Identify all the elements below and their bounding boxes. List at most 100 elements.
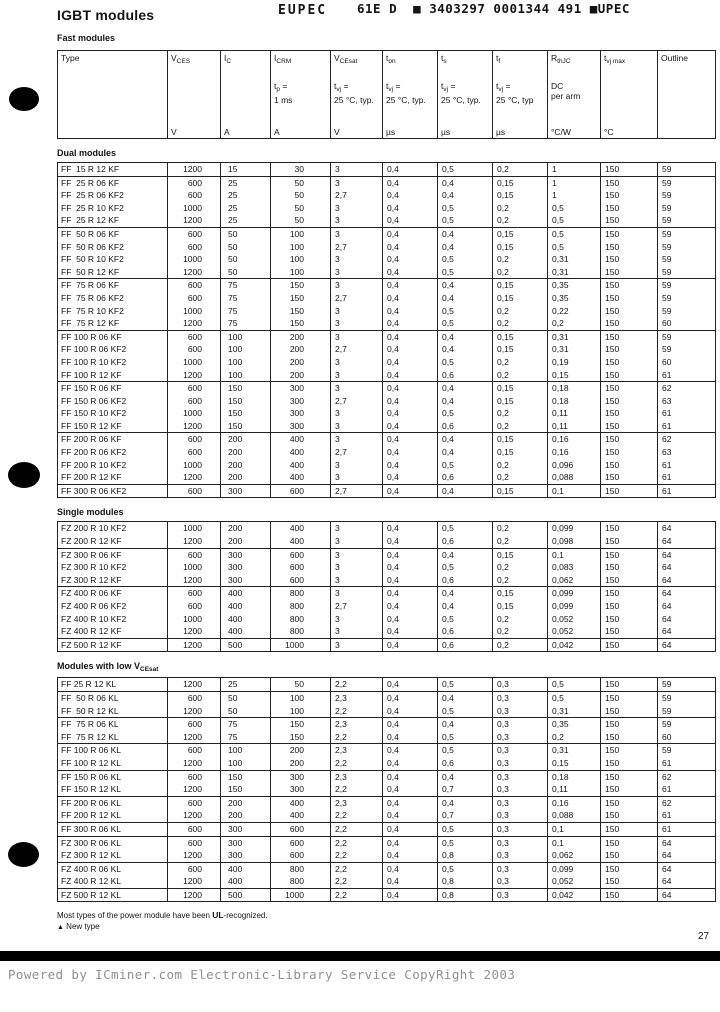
table-row: FF 100 R 06 KL 600 100 200 2,3 0,4 0,5 0,3 0,31 1… (58, 743, 716, 757)
cell-rthjc: 0,2 (547, 317, 601, 331)
cell-vces: 1200 (167, 573, 221, 587)
table-row: FF 150 R 12 KF 1200 150 300 3 0,4 0,6 0,2 0,11 15… (58, 419, 716, 433)
cell-ic: 300 (220, 484, 271, 498)
cell-outline: 64 (657, 862, 716, 876)
section-title-text: Modules with low V (57, 661, 140, 672)
condition-symbol: t (441, 81, 444, 91)
cell-icrm: 50 (270, 201, 331, 215)
cell-vces: 600 (167, 836, 221, 850)
cell-vces: 600 (167, 691, 221, 705)
cell-tf: 0,2 (492, 419, 548, 433)
cell-ts: 0,5 (437, 214, 493, 228)
cell-vcesat: 2,2 (330, 888, 383, 902)
cell-rthjc: 0,16 (547, 446, 601, 459)
cell-ic: 300 (220, 573, 271, 587)
cell-icrm: 400 (270, 471, 331, 485)
cell-outline: 59 (657, 343, 716, 356)
cell-type: FZ 300 R 06 KF (61, 549, 122, 560)
cell-type: FF 50 R 06 KL (61, 692, 119, 703)
column-header-rthjc: RthJC DC per arm °C/W (547, 50, 601, 139)
cell-type: FF 200 R 06 KL (61, 797, 122, 808)
cell-vces: 1200 (167, 849, 221, 863)
table-row: FF 25 R 12 KL 1200 25 50 2,2 0,4 0,5 0,3 0,5 150 5… (58, 677, 716, 692)
cell-ton: 0,4 (382, 561, 438, 574)
table-row: FZ 300 R 12 KL 1200 300 600 2,2 0,4 0,8 0,3 0,06… (58, 849, 716, 863)
cell-tvjmax: 150 (600, 535, 658, 549)
cell-icrm: 400 (270, 535, 331, 549)
cell-ton: 0,4 (382, 573, 438, 587)
cell-ton: 0,4 (382, 304, 438, 318)
cell-tf: 0,2 (492, 625, 548, 639)
cell-rthjc: 0,35 (547, 278, 601, 292)
cell-ic: 300 (220, 836, 271, 850)
cell-outline: 61 (657, 458, 716, 472)
table-row: ▲FZ 400 R 06 KF26004008002,70,40,40,150,… (58, 600, 716, 613)
table-row: ▲FZ 400 R 10 KF2 100040080030,40,50,20,05… (58, 612, 716, 626)
cell-ts: 0,8 (437, 849, 493, 863)
cell-ts: 0,4 (437, 586, 493, 600)
cell-icrm: 800 (270, 600, 331, 613)
cell-icrm: 400 (270, 809, 331, 823)
cell-ton: 0,4 (382, 458, 438, 472)
cell-ts: 0,6 (437, 638, 493, 652)
column-header-ic: IC A (220, 50, 271, 139)
cell-vcesat: 3 (330, 227, 383, 241)
cell-tvjmax: 150 (600, 419, 658, 433)
cell-ton: 0,4 (382, 743, 438, 757)
cell-vcesat: 3 (330, 330, 383, 344)
cell-outline: 61 (657, 471, 716, 485)
cell-type: FF 100 R 12 KF (61, 369, 122, 380)
cell-icrm: 100 (270, 227, 331, 241)
cell-tvjmax: 150 (600, 484, 658, 498)
cell-tvjmax: 150 (600, 888, 658, 902)
table-row: FF 300 R 06 KL 600 300 600 2,2 0,4 0,5 0,3 0,1 15… (58, 822, 716, 836)
cell-icrm: 400 (270, 521, 331, 536)
cell-icrm: 300 (270, 394, 331, 408)
cell-tvjmax: 150 (600, 586, 658, 600)
cell-ic: 100 (220, 756, 271, 771)
cell-ts: 0,4 (437, 484, 493, 498)
section-title-text: Dual modules (57, 148, 117, 158)
page-number: 27 (698, 931, 710, 942)
cell-vces: 600 (167, 484, 221, 498)
cell-ts: 0,7 (437, 783, 493, 797)
cell-ton: 0,4 (382, 586, 438, 600)
cell-tf: 0,2 (492, 407, 548, 420)
table-row: FF 200 R 12 KF 1200 200 400 3 0,4 0,6 0,2 0,088 1… (58, 471, 716, 485)
table-row: FZ 400 R 12 KL 1200 400 800 2,2 0,4 0,8 0,3 0,05… (58, 875, 716, 889)
cell-outline: 61 (657, 484, 716, 498)
column-unit: µs (496, 127, 506, 137)
cell-ts: 0,5 (437, 458, 493, 472)
column-header-outline: Outline (657, 50, 716, 139)
cell-tf: 0,2 (492, 304, 548, 318)
table-row: FF 100 R 06 KF 600 100 200 3 0,4 0,4 0,15 0,31 15… (58, 330, 716, 344)
cell-icrm: 150 (270, 717, 331, 731)
cell-rthjc: 0,5 (547, 227, 601, 241)
cell-outline: 61 (657, 809, 716, 823)
cell-vces: 1000 (167, 561, 221, 574)
low-vcesat-modules-table: FF 25 R 12 KL 1200 25 50 2,2 0,4 0,5 0,3 0,5 150 5… (57, 677, 716, 903)
column-unit: µs (386, 127, 396, 137)
cell-tf: 0,3 (492, 717, 548, 731)
column-symbol-subscript: on (388, 58, 396, 65)
cell-outline: 64 (657, 548, 716, 562)
cell-ic: 25 (220, 201, 271, 215)
cell-ton: 0,4 (382, 471, 438, 485)
cell-vcesat: 3 (330, 162, 383, 177)
cell-vcesat: 2,7 (330, 446, 383, 459)
cell-tvjmax: 150 (600, 849, 658, 863)
cell-rthjc: 0,088 (547, 471, 601, 485)
cell-ts: 0,5 (437, 253, 493, 266)
table-row: FZ 300 R 12 KF 1200 300 600 3 0,4 0,6 0,2 0,062 1… (58, 573, 716, 587)
cell-ic: 75 (220, 304, 271, 318)
cell-rthjc: 1 (547, 176, 601, 190)
cell-ts: 0,5 (437, 304, 493, 318)
cell-ton: 0,4 (382, 521, 438, 536)
cell-vcesat: 3 (330, 253, 383, 266)
cell-ic: 75 (220, 278, 271, 292)
table-row: FZ 400 R 06 KF 600 400 800 3 0,4 0,4 0,15 0,099 1… (58, 586, 716, 600)
cell-ic: 100 (220, 355, 271, 369)
cell-tvjmax: 150 (600, 730, 658, 744)
cell-ton: 0,4 (382, 240, 438, 254)
column-symbol: t (604, 53, 607, 63)
